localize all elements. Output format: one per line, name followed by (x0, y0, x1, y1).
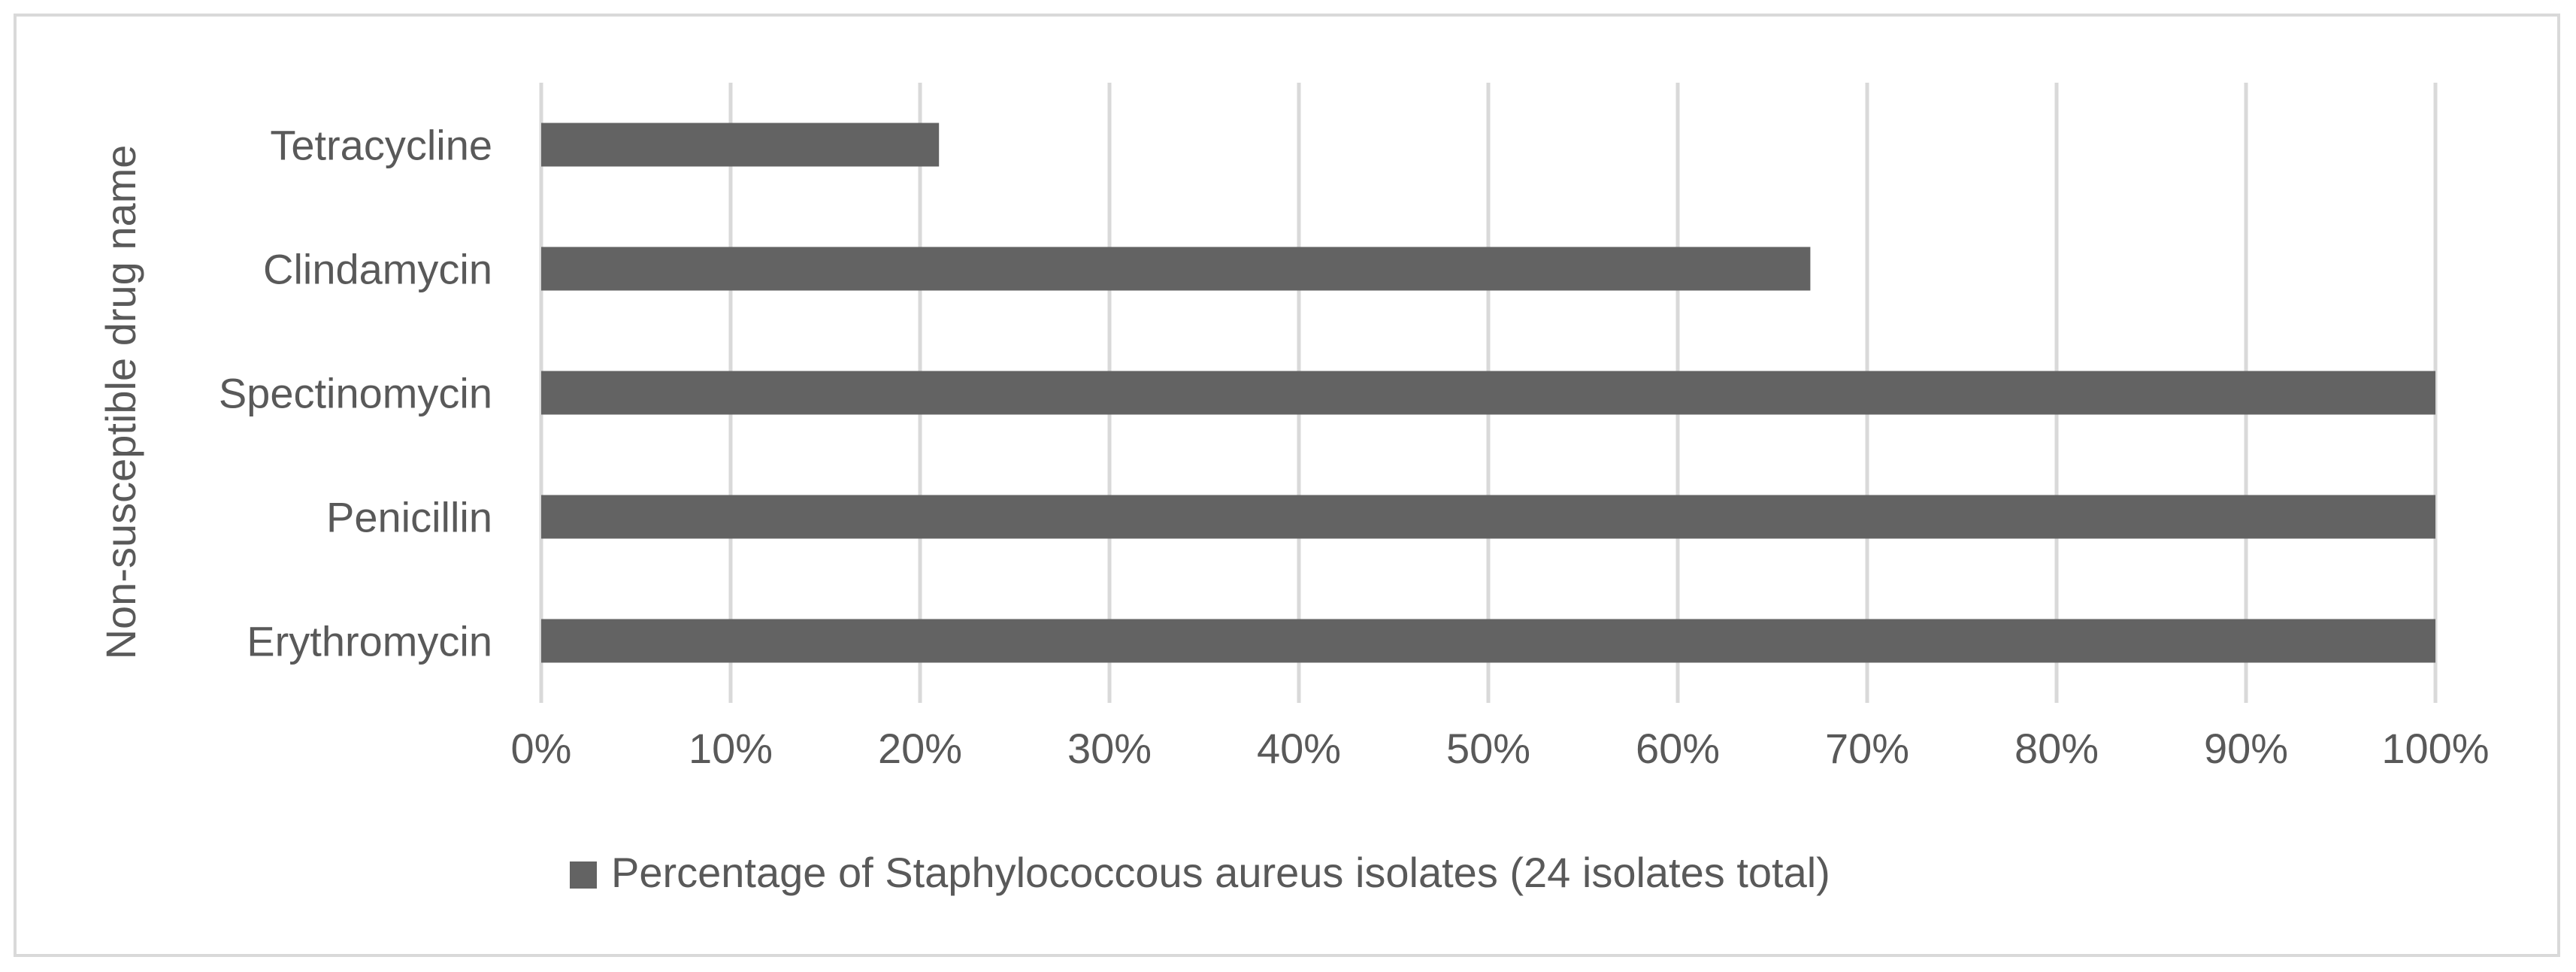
category-label-tetracycline: Tetracycline (270, 122, 492, 169)
x-tick-label: 0% (511, 725, 572, 772)
x-tick-labels: 0% 10% 20% 30% 40% 50% 60% 70% 80% 90% 100% (511, 725, 2490, 772)
category-labels: Erythromycin Penicillin Spectinomycin Clind… (219, 122, 492, 665)
chart-frame (14, 14, 2560, 957)
x-tick-label: 60% (1636, 725, 1720, 772)
bar-penicillin (541, 495, 2435, 539)
category-label-erythromycin: Erythromycin (247, 618, 492, 665)
x-tick-label: 70% (1825, 725, 1909, 772)
category-label-clindamycin: Clindamycin (263, 246, 492, 293)
x-tick-label: 100% (2381, 725, 2489, 772)
x-tick-label: 80% (2014, 725, 2099, 772)
bars (541, 123, 2435, 663)
bar-tetracycline (541, 123, 940, 167)
bar-clindamycin (541, 247, 1811, 291)
x-tick-label: 40% (1257, 725, 1341, 772)
legend-label: Percentage of Staphylococcous aureus iso… (611, 849, 1830, 896)
x-tick-label: 20% (878, 725, 962, 772)
y-axis-label: Non-susceptible drug name (97, 145, 144, 660)
x-tick-label: 10% (689, 725, 773, 772)
bar-spectinomycin (541, 371, 2435, 415)
legend: Percentage of Staphylococcous aureus iso… (570, 849, 1830, 896)
legend-swatch (570, 861, 597, 889)
category-label-penicillin: Penicillin (326, 494, 492, 541)
category-label-spectinomycin: Spectinomycin (219, 370, 492, 417)
x-tick-label: 30% (1067, 725, 1152, 772)
x-tick-label: 90% (2204, 725, 2288, 772)
x-tick-label: 50% (1446, 725, 1530, 772)
bar-erythromycin (541, 619, 2435, 663)
